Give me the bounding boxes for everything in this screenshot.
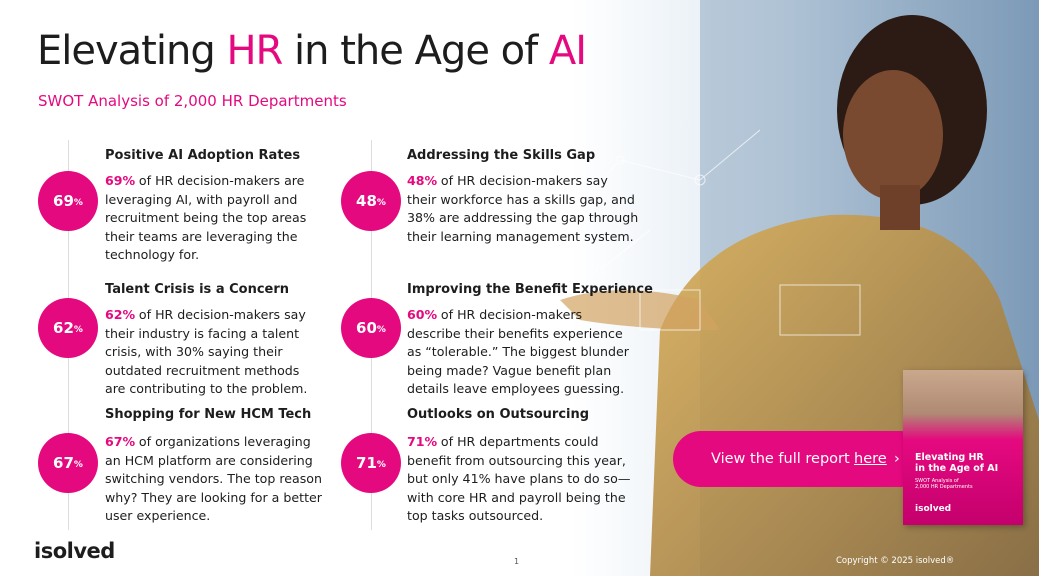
title-part: HR bbox=[226, 28, 283, 74]
report-cover[interactable]: Elevating HR in the Age of AI SWOT Analys… bbox=[903, 370, 1023, 525]
cover-title: Elevating HR in the Age of AI bbox=[915, 452, 998, 474]
cta-arrow: › bbox=[893, 451, 900, 467]
title-part: Elevating bbox=[37, 28, 216, 74]
cover-subtitle-line: 2,000 HR Departments bbox=[915, 484, 973, 490]
title-part: AI bbox=[548, 28, 587, 74]
stat-badge: 60% bbox=[341, 298, 401, 358]
item-heading: Talent Crisis is a Concern bbox=[105, 282, 290, 297]
item-lead: 67% bbox=[105, 434, 136, 449]
item-heading: Positive AI Adoption Rates bbox=[105, 148, 301, 163]
item-heading: Outlooks on Outsourcing bbox=[407, 407, 590, 422]
item-text: of HR decision-makers say their workforc… bbox=[407, 173, 639, 244]
cover-brand: isolved bbox=[915, 504, 952, 514]
cover-title-line: Elevating HR bbox=[915, 452, 984, 463]
badge-unit: % bbox=[376, 198, 386, 208]
stat-badge: 69% bbox=[38, 171, 98, 231]
badge-unit: % bbox=[73, 325, 83, 335]
subtitle: SWOT Analysis of 2,000 HR Departments bbox=[38, 92, 347, 110]
item-body: 67% of organizations leveraging an HCM pl… bbox=[105, 433, 323, 526]
item-body: 62% of HR decision-makers say their indus… bbox=[105, 306, 323, 399]
badge-number: 48 bbox=[356, 192, 377, 210]
cta-text: View the full report bbox=[711, 451, 850, 467]
stat-badge: 48% bbox=[341, 171, 401, 231]
copyright: Copyright © 2025 isolved® bbox=[836, 556, 955, 566]
item-heading: Shopping for New HCM Tech bbox=[105, 407, 312, 422]
stat-badge: 67% bbox=[38, 433, 98, 493]
cover-title-line: in the Age of AI bbox=[915, 463, 999, 474]
item-body: 69% of HR decision-makers are leveraging … bbox=[105, 172, 323, 265]
logo: isolved bbox=[34, 539, 115, 563]
badge-unit: % bbox=[73, 198, 83, 208]
item-text: of HR decision-makers are leveraging AI,… bbox=[105, 173, 307, 262]
cover-subtitle: SWOT Analysis of 2,000 HR Departments bbox=[915, 478, 973, 490]
item-text: of HR decision-makers describe their ben… bbox=[407, 307, 629, 396]
badge-number: 67 bbox=[53, 454, 74, 472]
item-heading: Improving the Benefit Experience bbox=[407, 282, 653, 297]
item-text: of HR decision-makers say their industry… bbox=[105, 307, 308, 396]
stat-badge: 62% bbox=[38, 298, 98, 358]
item-lead: 69% bbox=[105, 173, 136, 188]
page-number: 1 bbox=[514, 557, 520, 566]
item-lead: 71% bbox=[407, 434, 438, 449]
cta-link[interactable]: here bbox=[854, 451, 887, 467]
item-text: of organizations leveraging an HCM platf… bbox=[105, 434, 322, 523]
badge-unit: % bbox=[73, 460, 83, 470]
badge-unit: % bbox=[376, 325, 386, 335]
badge-unit: % bbox=[376, 460, 386, 470]
item-body: 48% of HR decision-makers say their workf… bbox=[407, 172, 639, 246]
stat-badge: 71% bbox=[341, 433, 401, 493]
item-body: 60% of HR decision-makers describe their … bbox=[407, 306, 639, 399]
badge-number: 71 bbox=[356, 454, 377, 472]
badge-number: 69 bbox=[53, 192, 74, 210]
item-heading: Addressing the Skills Gap bbox=[407, 148, 596, 163]
item-body: 71% of HR departments could benefit from … bbox=[407, 433, 639, 526]
badge-number: 62 bbox=[53, 319, 74, 337]
item-text: of HR departments could benefit from out… bbox=[407, 434, 631, 523]
title: Elevating HR in the Age of AI bbox=[37, 28, 587, 74]
cover-subtitle-line: SWOT Analysis of bbox=[915, 478, 959, 484]
cta-button[interactable]: View the full report here › bbox=[673, 431, 928, 487]
item-lead: 48% bbox=[407, 173, 438, 188]
title-part: in the Age of bbox=[294, 28, 538, 74]
item-lead: 60% bbox=[407, 307, 438, 322]
badge-number: 60 bbox=[356, 319, 377, 337]
item-lead: 62% bbox=[105, 307, 136, 322]
